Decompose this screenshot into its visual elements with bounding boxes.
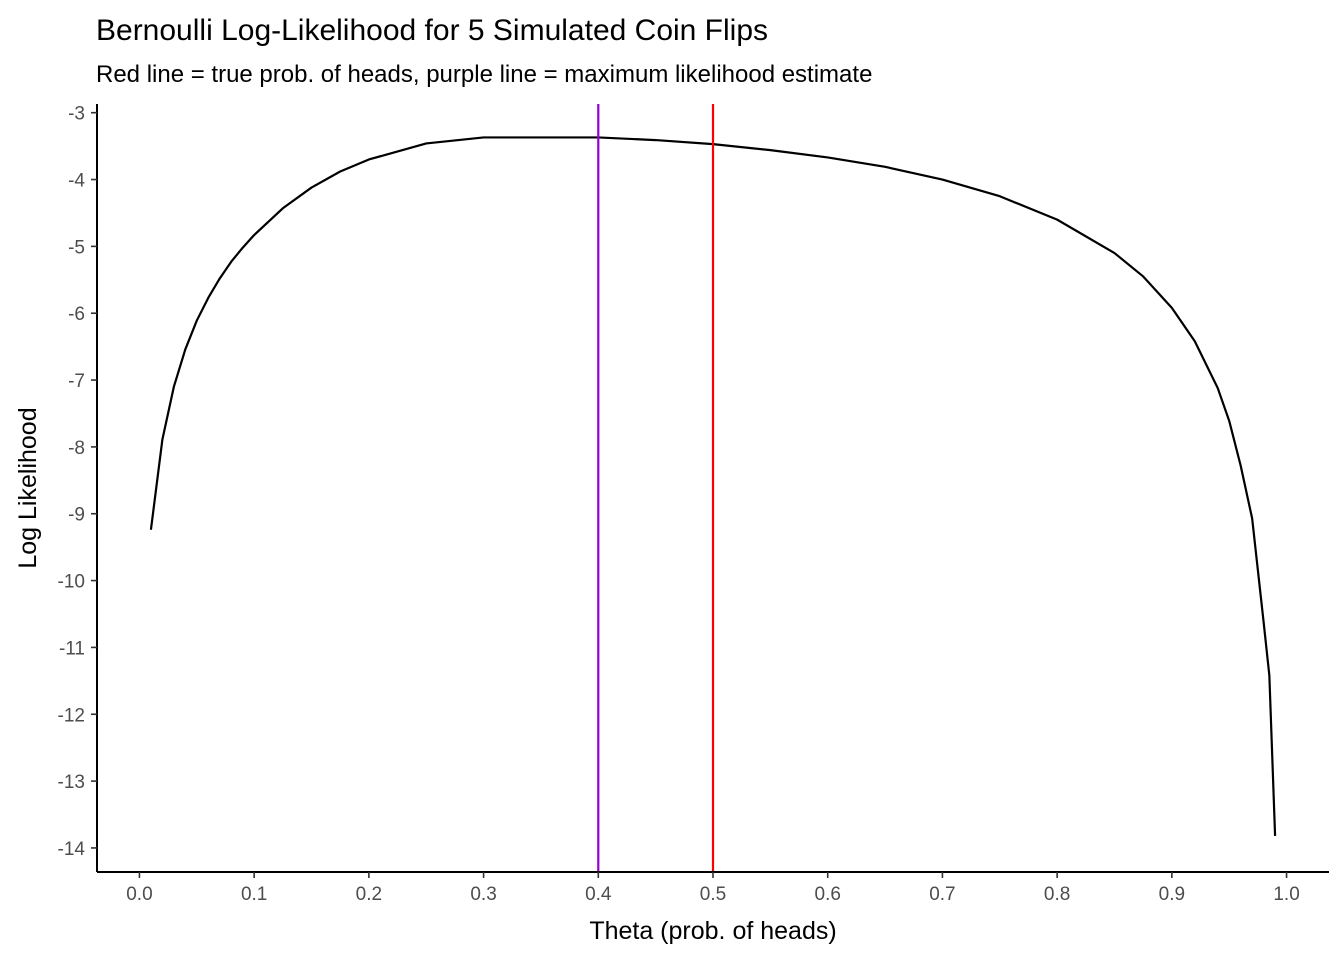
y-tick-label: -4 xyxy=(68,171,85,192)
x-tick-label: 0.5 xyxy=(700,884,726,905)
y-tick-label: -5 xyxy=(68,237,85,258)
y-tick-label: -13 xyxy=(58,772,85,793)
x-tick-label: 1.0 xyxy=(1273,884,1299,905)
y-tick-label: -10 xyxy=(58,572,85,593)
plot-area xyxy=(149,104,1277,872)
y-tick-label: -7 xyxy=(68,371,85,392)
x-tick-label: 0.4 xyxy=(585,884,612,905)
x-tick-label: 0.6 xyxy=(815,884,841,905)
y-tick-label: -6 xyxy=(68,304,85,325)
y-tick-label: -11 xyxy=(59,638,85,659)
y-tick-label: -3 xyxy=(68,104,85,125)
series-line-0 xyxy=(149,136,1277,836)
x-tick-label: 0.8 xyxy=(1044,884,1070,905)
y-axis-ticks: -3 -4 -5 -6 -7 -8 -9 -10 -11 -12 -13 -14 xyxy=(58,104,97,860)
x-tick-label: 0.2 xyxy=(356,884,382,905)
chart-title: Bernoulli Log-Likelihood for 5 Simulated… xyxy=(96,14,768,47)
x-tick-label: 0.7 xyxy=(929,884,955,905)
y-tick-label: -14 xyxy=(58,839,86,860)
x-axis-title: Theta (prob. of heads) xyxy=(589,917,836,945)
x-tick-label: 0.3 xyxy=(470,884,496,905)
y-axis-title: Log Likelihood xyxy=(14,407,42,568)
x-tick-label: 0.9 xyxy=(1159,884,1185,905)
x-tick-label: 0.1 xyxy=(241,884,267,905)
axes: 0.0 0.1 0.2 0.3 0.4 0.5 0.6 0.7 0.8 0.9 1.0 -3 -4 -5… xyxy=(58,104,1329,905)
y-tick-label: -9 xyxy=(68,505,85,526)
chart-subtitle: Red line = true prob. of heads, purple l… xyxy=(96,61,872,88)
x-axis-ticks: 0.0 0.1 0.2 0.3 0.4 0.5 0.6 0.7 0.8 0.9 1.0 xyxy=(126,872,1300,905)
y-tick-label: -8 xyxy=(68,438,85,459)
y-tick-label: -12 xyxy=(58,705,85,726)
x-tick-label: 0.0 xyxy=(126,884,152,905)
